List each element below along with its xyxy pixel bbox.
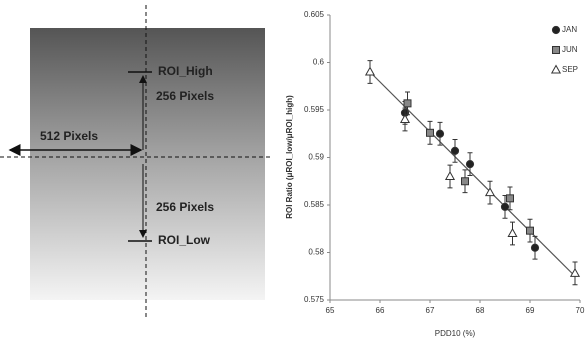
y-tick-label: 0.58 [308, 248, 324, 257]
y-tick-label: 0.585 [304, 200, 325, 209]
width-label: 512 Pixels [40, 129, 98, 143]
point [401, 115, 409, 123]
roi-high-label: ROI_High [158, 64, 213, 78]
point [446, 172, 454, 180]
distance-label: 256 Pixels [156, 89, 214, 103]
point [366, 68, 374, 76]
legend-label: JUN [562, 45, 578, 54]
legend-label: SEP [562, 65, 578, 74]
x-tick-label: 65 [326, 306, 335, 315]
legend-marker [552, 66, 560, 74]
y-tick-label: 0.605 [304, 10, 325, 19]
point [451, 147, 458, 154]
y-tick-label: 0.6 [313, 58, 325, 67]
y-tick-label: 0.595 [304, 105, 325, 114]
x-tick-label: 67 [426, 306, 435, 315]
chart: PDD10 (%) ROI Ratio (μROI_low/μROI_high)… [285, 10, 585, 338]
x-tick-label: 70 [576, 306, 585, 315]
point [404, 100, 411, 107]
trendline [370, 72, 575, 276]
x-tick-label: 68 [476, 306, 485, 315]
y-tick-label: 0.59 [308, 153, 324, 162]
x-tick-label: 66 [376, 306, 385, 315]
point [508, 229, 516, 237]
point [427, 129, 434, 136]
phantom-image [30, 28, 265, 300]
distance-label: 256 Pixels [156, 200, 214, 214]
legend-label: JAN [562, 25, 577, 34]
legend-marker [552, 26, 559, 33]
point [436, 130, 443, 137]
legend-marker [553, 47, 560, 54]
point [507, 195, 514, 202]
point [462, 178, 469, 185]
roi-low-label: ROI_Low [158, 233, 211, 247]
point [531, 244, 538, 251]
x-tick-label: 69 [526, 306, 535, 315]
y-axis-label: ROI Ratio (μROI_low/μROI_high) [285, 95, 294, 219]
figure: ROI_High 256 Pixels 512 Pixels 256 Pixel… [0, 0, 585, 342]
point [466, 161, 473, 168]
x-axis-label: PDD10 (%) [435, 329, 476, 338]
phantom-diagram: ROI_High 256 Pixels 512 Pixels 256 Pixel… [0, 5, 272, 318]
point [527, 227, 534, 234]
y-tick-label: 0.575 [304, 295, 325, 304]
